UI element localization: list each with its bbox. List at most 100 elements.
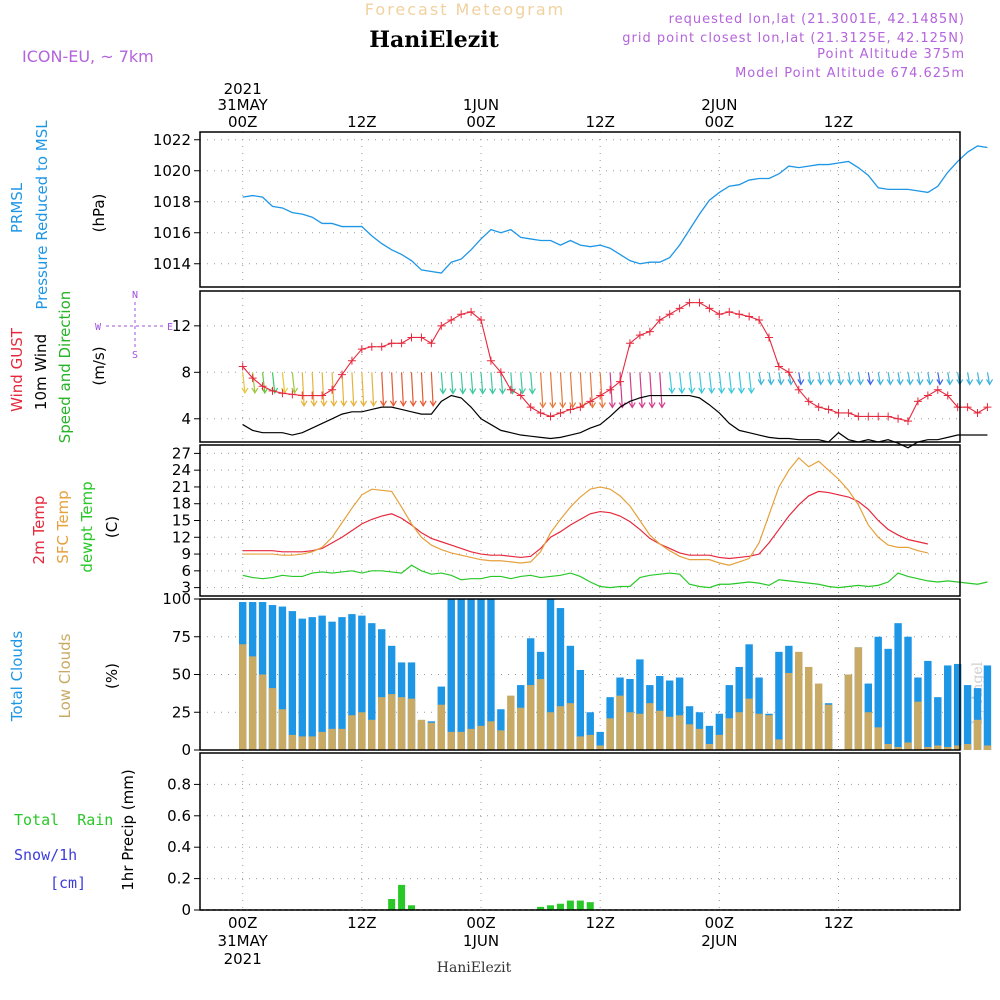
low-clouds-bar xyxy=(328,728,336,750)
low-clouds-bar xyxy=(904,742,912,750)
compass-south: S xyxy=(132,350,138,361)
wind-arrow-head xyxy=(986,379,994,386)
y-tick-label: 1020 xyxy=(153,162,191,180)
total-clouds-bar xyxy=(983,665,992,750)
wind-gust-marker xyxy=(864,412,873,421)
wind-direction-arrow xyxy=(917,372,921,385)
y-tick-label: 0.4 xyxy=(167,838,191,856)
wind-arrow-head xyxy=(399,400,407,407)
wind-gust-marker xyxy=(735,310,744,319)
low-clouds-bar xyxy=(675,715,684,750)
y-tick-label: 18 xyxy=(172,495,191,513)
total-clouds-bar xyxy=(705,725,714,750)
wind-direction-arrow xyxy=(857,372,862,385)
total-clouds-bar xyxy=(636,659,644,750)
wind-gust-marker xyxy=(516,391,525,400)
wind-direction-arrow xyxy=(430,372,434,406)
total-clouds-bar xyxy=(894,623,902,750)
footer-location: HaniElezit xyxy=(437,960,512,976)
low-clouds-bar xyxy=(616,695,624,750)
wind-gust-marker xyxy=(715,310,724,319)
wind-direction-arrow xyxy=(827,372,832,385)
wind-arrow-head xyxy=(638,402,646,409)
low-clouds-bar xyxy=(795,651,803,750)
y-tick-label: 9 xyxy=(181,545,191,563)
wind-arrow-head xyxy=(926,379,934,386)
low-clouds-bar xyxy=(576,736,585,750)
y-tick-label: 8 xyxy=(181,363,191,381)
low-clouds-bar xyxy=(338,728,346,750)
wind-direction-arrow xyxy=(440,372,444,394)
low-clouds-bar xyxy=(775,739,783,750)
wind-gust-marker xyxy=(854,412,863,421)
total-clouds-bar xyxy=(953,663,962,750)
total-clouds-bar xyxy=(775,651,783,750)
wind-direction-arrow xyxy=(758,372,762,385)
plot-layer: 1014101610181020102248123691215182124270… xyxy=(153,80,994,968)
wind-arrow-head xyxy=(728,387,736,395)
wind-direction-arrow xyxy=(867,372,871,385)
wind-gust-marker xyxy=(467,307,476,316)
wind-gust-marker xyxy=(963,403,972,412)
wind-direction-arrow xyxy=(639,372,643,408)
wind10-line xyxy=(242,394,988,449)
low-clouds-bar xyxy=(646,703,654,750)
wind-gust-marker xyxy=(278,389,287,398)
low-clouds-bar xyxy=(606,718,614,750)
top-time-label: 12Z xyxy=(347,113,376,131)
wind-direction-arrow xyxy=(887,372,891,385)
wind-direction-arrow xyxy=(540,372,544,408)
wind-gust-marker xyxy=(764,333,773,342)
wind-gust-marker xyxy=(983,403,992,412)
sfc-temp-label: SFC Temp xyxy=(54,490,72,563)
wind-arrow-head xyxy=(876,379,884,386)
y-tick-label: 0 xyxy=(181,741,191,759)
wind-arrow-head xyxy=(718,387,726,395)
low-clouds-bar xyxy=(695,728,704,750)
low-clouds-bar xyxy=(735,712,743,750)
rain-bar xyxy=(566,900,574,910)
total-clouds-bar xyxy=(328,621,336,750)
wind-arrow-head xyxy=(688,387,696,395)
wind-gust-marker xyxy=(973,408,982,417)
wind-gust-marker xyxy=(923,391,932,400)
wind-direction-arrow xyxy=(947,372,951,385)
wind-gust-marker xyxy=(318,391,327,400)
top-time-label: 00Z xyxy=(466,113,495,131)
total-clouds-bar xyxy=(715,713,724,750)
bottom-time-label: 12Z xyxy=(824,914,853,932)
wind-gust-marker xyxy=(367,342,376,351)
total-clouds-bar xyxy=(288,611,297,750)
total-clouds-bar xyxy=(924,660,932,750)
low-clouds-bar xyxy=(348,715,356,750)
wind-gust-marker xyxy=(387,339,396,348)
wind-direction-arrow xyxy=(559,372,564,408)
bottom-time-label: 2JUN xyxy=(701,932,737,950)
wind-direction-arrow xyxy=(768,372,772,385)
wind-arrow-head xyxy=(906,379,914,386)
y-tick-label: 6 xyxy=(181,562,191,580)
wind-direction-arrow xyxy=(410,372,414,406)
y-tick-label: 0.8 xyxy=(167,775,191,793)
wind-direction-arrow xyxy=(748,372,752,394)
low-clouds-bar xyxy=(566,703,575,750)
low-clouds-bar xyxy=(507,695,515,750)
wind-direction-arrow xyxy=(897,372,901,385)
wind-arrow-head xyxy=(350,400,358,407)
wind-gust-marker xyxy=(774,362,783,371)
bottom-time-label: 00Z xyxy=(466,914,495,932)
total-rain-label: Total Rain xyxy=(14,811,113,829)
panel-border xyxy=(199,131,961,288)
dewpt-label: dewpt Temp xyxy=(78,481,96,572)
wind-arrow-head xyxy=(340,400,348,407)
total-clouds-bar xyxy=(457,599,465,750)
low-clouds-bar xyxy=(368,719,376,750)
low-clouds-bar xyxy=(238,644,247,750)
low-clouds-bar xyxy=(586,734,594,750)
rain-bar xyxy=(547,905,555,910)
wind-arrow-head xyxy=(827,379,835,386)
y-tick-label: 21 xyxy=(172,478,191,496)
total-clouds-bar xyxy=(725,685,733,750)
rain-bar xyxy=(408,905,416,910)
panel-0: 1014 1016 1018 1020 1022 xyxy=(153,131,960,287)
